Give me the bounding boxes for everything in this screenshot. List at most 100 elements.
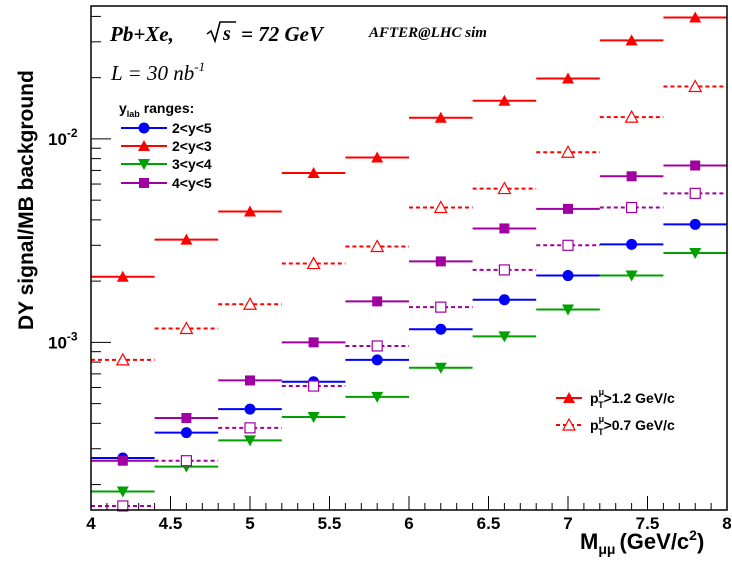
legend-marker-4y5 bbox=[139, 178, 149, 188]
data-point bbox=[625, 34, 638, 46]
data-point bbox=[435, 323, 447, 335]
data-point bbox=[498, 331, 511, 343]
sim-label: AFTER@LHC sim bbox=[368, 25, 487, 41]
y-tick-labels: 10-3 10-2 bbox=[48, 126, 78, 352]
data-point bbox=[308, 380, 320, 392]
data-point bbox=[308, 337, 319, 348]
data-point bbox=[180, 455, 192, 467]
data-point bbox=[306, 256, 321, 270]
legend-label-2y3: 2<y<3 bbox=[172, 138, 212, 154]
x-tick-label: 6 bbox=[404, 514, 413, 533]
x-tick-label: 6.5 bbox=[477, 514, 501, 533]
data-point bbox=[180, 427, 192, 439]
data-point bbox=[244, 403, 256, 415]
data-point bbox=[563, 203, 573, 214]
data-point bbox=[498, 294, 510, 306]
x-tick-label: 4 bbox=[86, 514, 96, 533]
legend-marker-3y4 bbox=[138, 159, 150, 170]
series-3<y<4-pT>1.2 bbox=[91, 247, 727, 498]
data-point bbox=[245, 375, 255, 386]
data-point bbox=[371, 151, 384, 163]
data-point bbox=[689, 247, 702, 259]
data-point bbox=[562, 72, 574, 84]
data-point bbox=[497, 181, 512, 195]
x-axis-label: Mμμ (GeV/c2) bbox=[580, 527, 704, 557]
data-point bbox=[562, 239, 574, 251]
data-point bbox=[498, 94, 511, 106]
data-point bbox=[689, 218, 701, 230]
lumi-label: L = 30 nb-1 bbox=[110, 59, 205, 85]
data-point bbox=[626, 238, 638, 250]
data-point bbox=[499, 223, 510, 234]
data-point bbox=[307, 166, 320, 178]
x-tick-labels: 4 4.5 5 5.5 6 6.5 7 7.5 8 bbox=[86, 514, 731, 533]
data-point bbox=[433, 200, 448, 214]
x-tick-label: 5.5 bbox=[318, 514, 342, 533]
data-point bbox=[562, 304, 574, 316]
x-tick-label: 4.5 bbox=[159, 514, 183, 533]
data-point bbox=[690, 160, 701, 171]
data-point bbox=[371, 391, 384, 403]
plot-frame bbox=[90, 5, 728, 511]
legend-label-4y5: 4<y<5 bbox=[172, 175, 212, 191]
data-point bbox=[115, 352, 130, 366]
data-point bbox=[626, 171, 637, 182]
data-point bbox=[625, 270, 638, 282]
legend-label-pt12: pμ T>1.2 GeV/c bbox=[590, 387, 675, 410]
sqrt-s-symbol: s bbox=[206, 21, 236, 45]
series-4<y<5-pT>0.7 bbox=[91, 187, 727, 512]
legend-ranges: ylab ranges: 2<y<5 2<y<3 3<y<4 4<y<5 bbox=[119, 100, 212, 191]
data-point bbox=[372, 296, 383, 307]
data-point bbox=[180, 233, 193, 245]
collision-label: Pb+Xe, bbox=[109, 22, 174, 46]
data-point bbox=[244, 422, 256, 434]
data-point bbox=[434, 362, 447, 374]
data-point bbox=[689, 187, 701, 199]
series-2<y<5-pT>1.2 bbox=[91, 218, 727, 464]
data-point bbox=[244, 435, 256, 447]
data-point bbox=[435, 301, 447, 313]
energy-label: = 72 GeV bbox=[241, 22, 325, 46]
legend-label-2y5: 2<y<5 bbox=[172, 120, 212, 136]
series-4<y<5-pT>1.2 bbox=[91, 160, 727, 466]
data-point bbox=[371, 354, 383, 366]
data-point bbox=[242, 296, 258, 310]
data-point bbox=[116, 486, 129, 498]
data-point bbox=[498, 264, 510, 276]
data-point bbox=[689, 11, 702, 23]
x-tick-label: 7 bbox=[563, 514, 572, 533]
data-point bbox=[371, 340, 383, 352]
legend-pt: pμ T>1.2 GeV/c pμ T>0.7 GeV/c bbox=[556, 387, 675, 437]
legend-label-pt07: pμ T>0.7 GeV/c bbox=[590, 414, 675, 437]
data-point bbox=[625, 201, 638, 214]
data-point bbox=[179, 321, 194, 335]
data-point bbox=[435, 256, 446, 267]
x-tick-label: 5 bbox=[245, 514, 254, 533]
legend-marker-pt12 bbox=[563, 392, 575, 403]
y-tick-label: 10-2 bbox=[48, 126, 78, 149]
legend-label-3y4: 3<y<4 bbox=[172, 156, 212, 172]
x-tick-label: 7.5 bbox=[636, 514, 660, 533]
data-point bbox=[307, 411, 320, 423]
data-point bbox=[117, 500, 129, 512]
data-point bbox=[560, 144, 576, 158]
data-point bbox=[181, 412, 192, 423]
y-axis-label: DY signal/MB background bbox=[15, 70, 38, 330]
x-tick-label: 8 bbox=[722, 514, 731, 533]
data-point bbox=[562, 270, 574, 282]
data-point bbox=[370, 239, 385, 253]
svg-text:s: s bbox=[222, 23, 231, 45]
y-tick-label: 10-3 bbox=[48, 329, 78, 352]
data-point bbox=[624, 109, 639, 123]
legend-marker-2y3 bbox=[138, 140, 150, 151]
series-2<y<3-pT>1.2 bbox=[91, 11, 727, 282]
legend-ranges-title: ylab ranges: bbox=[119, 100, 194, 119]
data-point bbox=[434, 111, 447, 123]
data-point bbox=[688, 79, 703, 93]
series-2<y<3-pT>0.7 bbox=[91, 79, 727, 366]
data-point bbox=[244, 205, 256, 217]
legend-marker-2y5 bbox=[138, 122, 150, 134]
data-series bbox=[91, 11, 727, 512]
